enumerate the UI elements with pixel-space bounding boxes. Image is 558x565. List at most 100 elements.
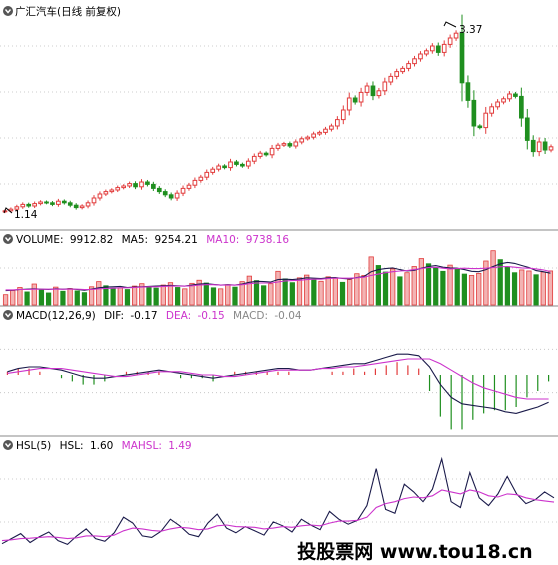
volume-bar [203,282,209,306]
hsl-panel-collapse-button[interactable] [3,440,13,450]
chevron-down-icon [3,234,13,244]
hsl-value: 1.60 [90,440,113,452]
ma5-label: MA5: [122,234,148,246]
volume-bar [275,270,281,306]
volume-bar [24,291,30,306]
candle-body [56,200,61,205]
price-panel-header: 广汇汽车(日线 前复权) [3,5,121,18]
volume-bar [132,285,138,306]
candle-body [370,85,376,97]
candle-body [103,191,109,195]
volume-bar [540,271,546,306]
candle-body [61,200,67,204]
chevron-down-icon [3,310,13,320]
candle-body [447,37,453,45]
candle-body [79,205,85,209]
volume-bar [511,272,518,306]
candle-body [453,32,459,39]
volume-bar [476,272,482,306]
volume-bar [117,287,123,306]
candle-body [352,97,358,103]
hsl-panel-header: HSL(5) HSL: 1.60 MAHSL: 1.49 [3,440,192,452]
volume-bar [88,286,95,306]
ma10-value: 9738.16 [246,234,290,246]
candle-body [186,184,192,189]
mahsl-line [1,489,555,542]
volume-bar [17,287,23,306]
volume-bar [440,270,446,306]
volume-bar [354,273,360,306]
candle-body [263,152,269,156]
volume-bar [289,282,295,306]
volume-bar [375,265,381,306]
candle-body [287,143,293,147]
candle-body [483,112,489,129]
macd-panel-header: MACD(12,26,9) DIF: -0.17 DEA: -0.15 MACD… [3,310,302,322]
candle-body [400,67,405,73]
candle-body [251,155,257,162]
volume-bar [282,278,288,306]
candle-body [73,204,79,209]
candle-body [97,193,103,199]
ma10-line [5,265,551,291]
volume-panel-collapse-button[interactable] [3,234,13,244]
volume-bar [160,284,166,306]
dif-value: -0.17 [130,310,157,322]
candle-body [465,82,471,101]
hsl-line [1,456,555,546]
volume-bar [218,288,224,306]
volume-bar [139,283,145,306]
candle-body [513,93,518,97]
macd-hist-label: MACD: [233,310,268,322]
candle-body [329,125,334,130]
volume-bar [483,260,489,306]
candle-body [340,109,346,121]
macd-lines [7,353,549,414]
candle-body [489,106,495,114]
volume-label: VOLUME: [16,234,64,246]
volume-bar [526,270,532,306]
candle-body [346,97,352,111]
candle-body [394,71,400,77]
candle-body [228,161,233,169]
candle-body [435,45,441,53]
candle-body [210,168,216,173]
volume-bar [10,290,16,306]
volume-bar [468,275,475,306]
candle-body [495,101,500,108]
volume-bar [196,279,202,306]
candle-body [32,203,37,207]
candle-body [156,187,162,193]
candle-body [85,202,91,207]
candle-body [20,203,26,208]
volume-bar [261,285,267,306]
candle-body [424,50,429,55]
mahsl-value: 1.49 [168,440,191,452]
candle-body [67,202,73,206]
chart-title: 广汇汽车(日线 前复权) [15,5,121,18]
candle-body [145,181,150,185]
volume-bar [175,287,181,306]
macd-panel-collapse-button[interactable] [3,310,13,320]
hsl-label: HSL(5) [16,440,51,452]
price-candles [2,14,554,214]
ma5-value: 9254.21 [154,234,197,246]
hsl-legend: HSL(5) HSL: 1.60 MAHSL: 1.49 [16,440,192,452]
volume-bar [447,264,453,306]
hsl-lines [1,456,555,546]
volume-bar [153,287,159,306]
candle-body [234,161,239,165]
candle-body [323,128,328,133]
volume-bar [490,250,496,306]
candle-body [501,98,506,103]
candle-body [91,197,97,204]
price-panel-collapse-button[interactable] [3,6,13,16]
candle-body [471,99,477,127]
candle-body [38,201,43,205]
candle-body [26,203,32,207]
candle-body [418,53,423,60]
candle-body [335,119,340,127]
volume-bar [103,285,109,306]
price-panel-grid [0,45,558,185]
